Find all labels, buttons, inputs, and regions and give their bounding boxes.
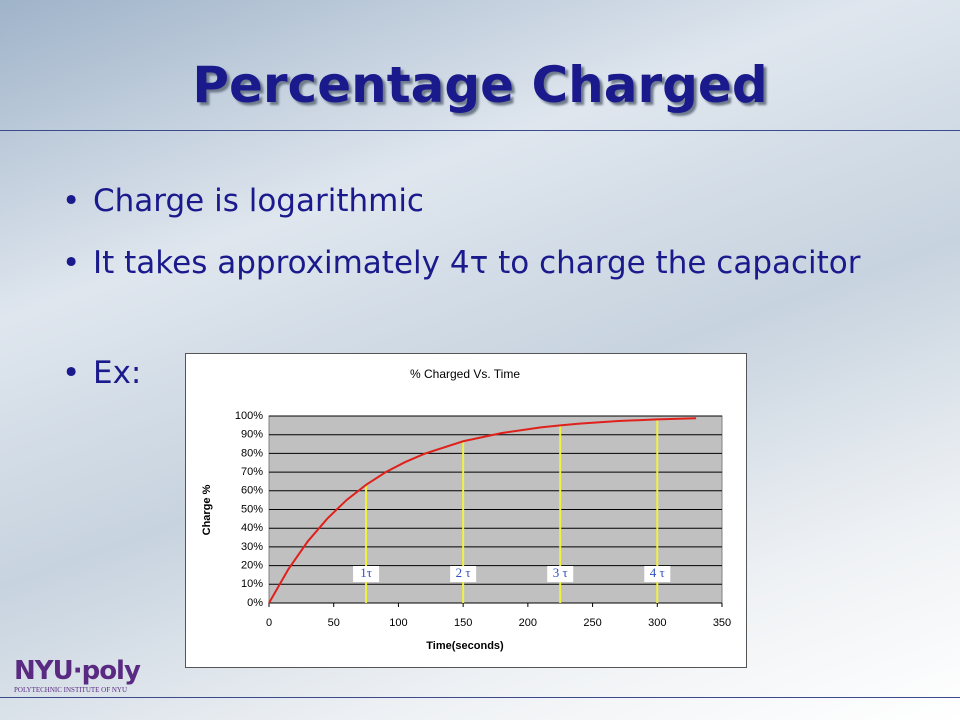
y-tick-label: 90% bbox=[241, 429, 263, 441]
bullet: • It takes approximately 4τ to charge the… bbox=[62, 240, 882, 287]
tau-label: 2 τ bbox=[456, 565, 471, 580]
slide-title: Percentage Charged bbox=[192, 56, 768, 114]
chart: % Charged Vs. Time Time(seconds) Charge … bbox=[185, 353, 747, 668]
y-tick-label: 70% bbox=[241, 466, 263, 478]
bullet: • Ex: bbox=[62, 350, 882, 397]
y-tick-label: 0% bbox=[247, 597, 263, 609]
tau-label-box bbox=[644, 566, 671, 582]
y-axis-label: Charge % bbox=[201, 484, 213, 535]
y-tick-label: 100% bbox=[235, 410, 263, 422]
x-tick-label: 300 bbox=[648, 617, 666, 629]
y-tick-label: 80% bbox=[241, 447, 263, 459]
bullet: • Charge is logarithmic bbox=[62, 178, 882, 225]
logo-name: NYU·poly bbox=[14, 656, 141, 686]
x-tick-label: 250 bbox=[583, 617, 601, 629]
tau-label: 3 τ bbox=[553, 565, 568, 580]
logo-subtitle: POLYTECHNIC INSTITUTE OF NYU bbox=[14, 686, 128, 694]
y-tick-label: 50% bbox=[241, 503, 263, 515]
x-tick-label: 200 bbox=[519, 617, 537, 629]
tau-label: 4 τ bbox=[650, 565, 665, 580]
x-tick-label: 100 bbox=[389, 617, 407, 629]
bullet-text: It takes approximately 4τ to charge the … bbox=[93, 245, 861, 281]
x-tick-label: 350 bbox=[713, 617, 731, 629]
logo: NYU·poly POLYTECHNIC INSTITUTE OF NYU bbox=[14, 656, 141, 694]
y-tick-label: 40% bbox=[241, 522, 263, 534]
tau-label: 1τ bbox=[360, 565, 372, 580]
x-axis-label: Time(seconds) bbox=[426, 640, 504, 652]
tau-label-box bbox=[450, 566, 477, 582]
bullet-text: Ex: bbox=[93, 355, 142, 391]
x-tick-label: 0 bbox=[266, 617, 272, 629]
footer-rule bbox=[0, 697, 960, 698]
x-tick-label: 150 bbox=[454, 617, 472, 629]
tau-label-box bbox=[353, 566, 380, 582]
tau-label-box bbox=[547, 566, 574, 582]
data-line bbox=[268, 417, 697, 604]
chart-title: % Charged Vs. Time bbox=[410, 367, 520, 381]
title-rule bbox=[0, 130, 960, 131]
y-tick-label: 10% bbox=[241, 578, 263, 590]
y-tick-label: 20% bbox=[241, 560, 263, 572]
y-tick-label: 60% bbox=[241, 485, 263, 497]
bullet-text: Charge is logarithmic bbox=[93, 183, 424, 219]
y-tick-label: 30% bbox=[241, 541, 263, 553]
x-tick-label: 50 bbox=[328, 617, 340, 629]
